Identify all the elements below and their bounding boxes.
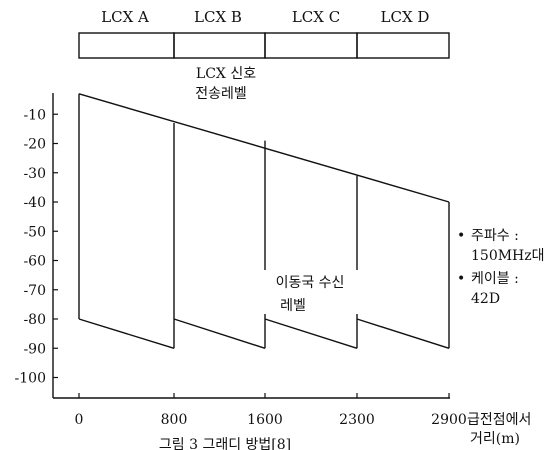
note-cable-title: 케이블 :	[471, 271, 519, 287]
lcx-signal-label-line2: 전송레벨	[195, 86, 247, 102]
x-tick-label: 2300	[339, 412, 375, 428]
y-tick-label: -60	[23, 254, 46, 270]
lcx-transmission-level-line	[78, 93, 450, 203]
x-axis-label-part2: 거리(m)	[470, 431, 520, 447]
y-tick-label: -80	[23, 312, 46, 328]
segment-box-a	[78, 32, 175, 59]
y-tick-label: -40	[23, 195, 46, 211]
mobile-receive-level-line	[173, 318, 266, 349]
segment-box-d	[356, 32, 450, 59]
note-bullet-cable: •	[457, 271, 465, 287]
mobile-receive-level-line	[264, 318, 358, 349]
y-tick-label: -90	[23, 341, 46, 357]
note-frequency-title: 주파수 :	[471, 228, 519, 244]
x-tick-label: 1600	[247, 412, 283, 428]
segment-label-a: LCX A	[101, 8, 149, 26]
x-tick-label: 0	[75, 412, 84, 428]
x-axis-label-part1: 급전점에서	[467, 412, 531, 428]
mobile-label-backdrop	[262, 270, 358, 314]
y-tick-label: -100	[15, 371, 46, 387]
plot-lines	[78, 93, 450, 349]
y-tick-label: -10	[23, 107, 46, 123]
mobile-level-label-line2: 레벨	[280, 298, 306, 314]
note-cable-value: 42D	[471, 291, 500, 307]
segment-header: LCX A LCX B LCX C LCX D	[78, 8, 450, 59]
notes: • 주파수 : 150MHz대 • 케이블 : 42D	[457, 228, 545, 307]
x-ticks: 0 800 1600 2300 2900	[75, 393, 467, 428]
segment-box-b	[173, 32, 266, 59]
y-ticks: -10 -20 -30 -40 -50 -60 -70 -80 -90 -100	[15, 107, 58, 387]
segment-label-d: LCX D	[381, 8, 430, 26]
segment-label-b: LCX B	[194, 8, 242, 26]
mobile-receive-level-line	[78, 318, 175, 349]
x-tick-label: 800	[161, 412, 188, 428]
y-tick-label: -30	[23, 166, 46, 182]
note-frequency-value: 150MHz대	[471, 248, 545, 264]
y-tick-label: -70	[23, 283, 46, 299]
figure-caption: 그림 3 그래디 방법[8]	[159, 437, 291, 450]
x-tick-label: 2900	[431, 412, 467, 428]
y-tick-label: -50	[23, 224, 46, 240]
lcx-signal-label-line1: LCX 신호	[196, 66, 256, 82]
y-tick-label: -20	[23, 137, 46, 153]
mobile-receive-level-line	[356, 318, 450, 349]
segment-label-c: LCX C	[292, 8, 340, 26]
note-bullet-frequency: •	[457, 228, 465, 244]
segment-box-c	[264, 32, 358, 59]
mobile-level-label-line1: 이동국 수신	[276, 275, 345, 291]
